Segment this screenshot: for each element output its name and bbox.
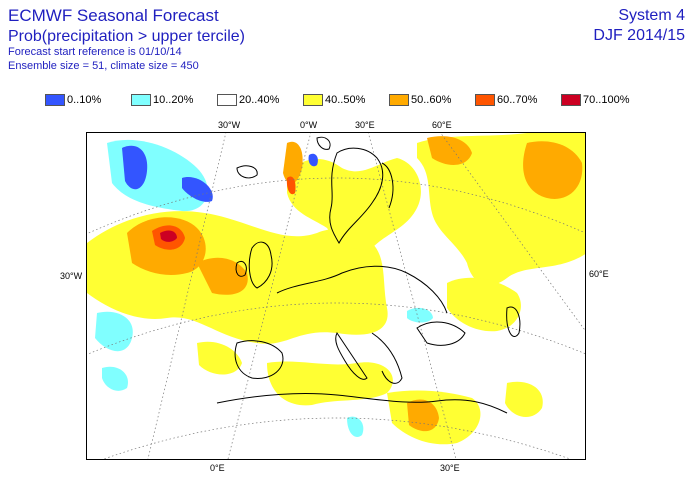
coastline-iceland: [236, 165, 258, 179]
prob-area-orange-gulf-of-bothnia: [283, 141, 303, 184]
system-label: System 4: [618, 7, 685, 24]
legend-swatch-60-70: [475, 94, 495, 106]
prob-area-cyan-black-sea: [407, 307, 433, 323]
prob-area-blue-norwegian-sea: [308, 153, 318, 167]
prob-area-blue-labrador-sea: [122, 145, 148, 190]
legend-swatch-40-50: [303, 94, 323, 106]
legend-item-60-70: 60..70%: [475, 94, 561, 106]
prob-area-blue-north-atlantic: [182, 177, 213, 202]
legend-swatch-20-40: [217, 94, 237, 106]
legend-item-10-20: 10..20%: [131, 94, 217, 106]
coastline-gulf-of-bothnia: [381, 162, 394, 209]
axis-label-top-0w: 0°W: [300, 120, 318, 130]
legend-swatch-50-60: [389, 94, 409, 106]
legend-label-20-40: 20..40%: [239, 94, 280, 106]
prob-area-yellow-mediterranean: [267, 361, 393, 406]
legend-item-40-50: 40..50%: [303, 94, 389, 106]
axis-label-top-30e: 30°E: [355, 120, 375, 130]
prob-area-cyan-southwest: [102, 366, 128, 391]
legend-label-0-10: 0..10%: [67, 94, 102, 106]
prob-area-yellow-scandinavia: [287, 158, 421, 250]
graticule-meridian-30e: [367, 133, 457, 459]
forecast-map: [87, 133, 585, 459]
graticule-parallel-south: [103, 417, 571, 459]
graticule-meridian-0: [227, 133, 312, 459]
axis-label-right-60e: 60°E: [589, 269, 609, 279]
coastline-caspian-sea: [506, 306, 521, 338]
coastline-north-africa: [216, 392, 508, 414]
prob-area-60-70-north: [286, 176, 296, 195]
legend-item-70-100: 70..100%: [561, 94, 647, 106]
color-legend: 0..10% 10..20% 20..40% 40..50% 50..60% 6…: [45, 94, 647, 106]
coastline-iberia: [234, 340, 284, 379]
legend-swatch-10-20: [131, 94, 151, 106]
legend-item-50-60: 50..60%: [389, 94, 475, 106]
graticule: [87, 133, 585, 459]
coastline-ireland: [235, 260, 247, 277]
prob-area-cyan-north-africa: [347, 416, 364, 438]
axis-label-bottom-30e: 30°E: [440, 463, 460, 473]
ensemble-size: Ensemble size = 51, climate size = 450: [8, 60, 199, 72]
prob-area-yellow-southeast: [505, 381, 543, 418]
graticule-parallel-north: [87, 177, 585, 235]
legend-label-50-60: 50..60%: [411, 94, 452, 106]
prob-area-yellow-southwest: [197, 341, 242, 375]
legend-label-10-20: 10..20%: [153, 94, 194, 106]
coastline-great-britain: [248, 241, 273, 289]
legend-item-20-40: 20..40%: [217, 94, 303, 106]
axis-label-left-30w: 30°W: [60, 271, 83, 281]
axis-label-top-30w: 30°W: [218, 120, 241, 130]
legend-swatch-0-10: [45, 94, 65, 106]
legend-label-70-100: 70..100%: [583, 94, 630, 106]
prob-area-yellow-east: [447, 277, 521, 332]
coastline-spitsbergen: [316, 136, 331, 150]
prob-area-cyan-north-atlantic: [107, 139, 208, 212]
prob-area-cyan-azores: [95, 311, 133, 352]
legend-item-0-10: 0..10%: [45, 94, 131, 106]
prob-0-10-areas: [122, 145, 318, 202]
axis-label-top-60e: 60°E: [432, 120, 452, 130]
prob-area-orange-north-africa: [407, 399, 439, 432]
coastline-black-sea: [416, 321, 466, 346]
chart-title: ECMWF Seasonal Forecast: [8, 6, 219, 25]
coastlines: [216, 136, 521, 414]
legend-label-60-70: 60..70%: [497, 94, 538, 106]
graticule-parallel-middle: [87, 302, 585, 355]
prob-area-70-100-atlantic: [160, 230, 177, 242]
period-label: DJF 2014/15: [593, 27, 685, 44]
map-frame: [86, 132, 586, 460]
chart-subtitle: Prob(precipitation > upper tercile): [8, 28, 246, 45]
prob-area-orange-britain: [197, 257, 248, 295]
forecast-start-reference: Forecast start reference is 01/10/14: [8, 46, 182, 58]
graticule-meridian-30w: [147, 133, 227, 459]
coastline-italy: [335, 332, 368, 380]
prob-40-50-areas: [87, 133, 585, 445]
coastline-balkans-greece: [371, 332, 403, 384]
legend-swatch-70-100: [561, 94, 581, 106]
prob-area-orange-russia: [523, 141, 583, 199]
axis-label-bottom-0e: 0°E: [210, 463, 225, 473]
legend-label-40-50: 40..50%: [325, 94, 366, 106]
coastline-europe-mainland: [276, 265, 448, 314]
prob-area-orange-north: [427, 136, 472, 165]
coastline-scandinavia: [329, 147, 384, 245]
